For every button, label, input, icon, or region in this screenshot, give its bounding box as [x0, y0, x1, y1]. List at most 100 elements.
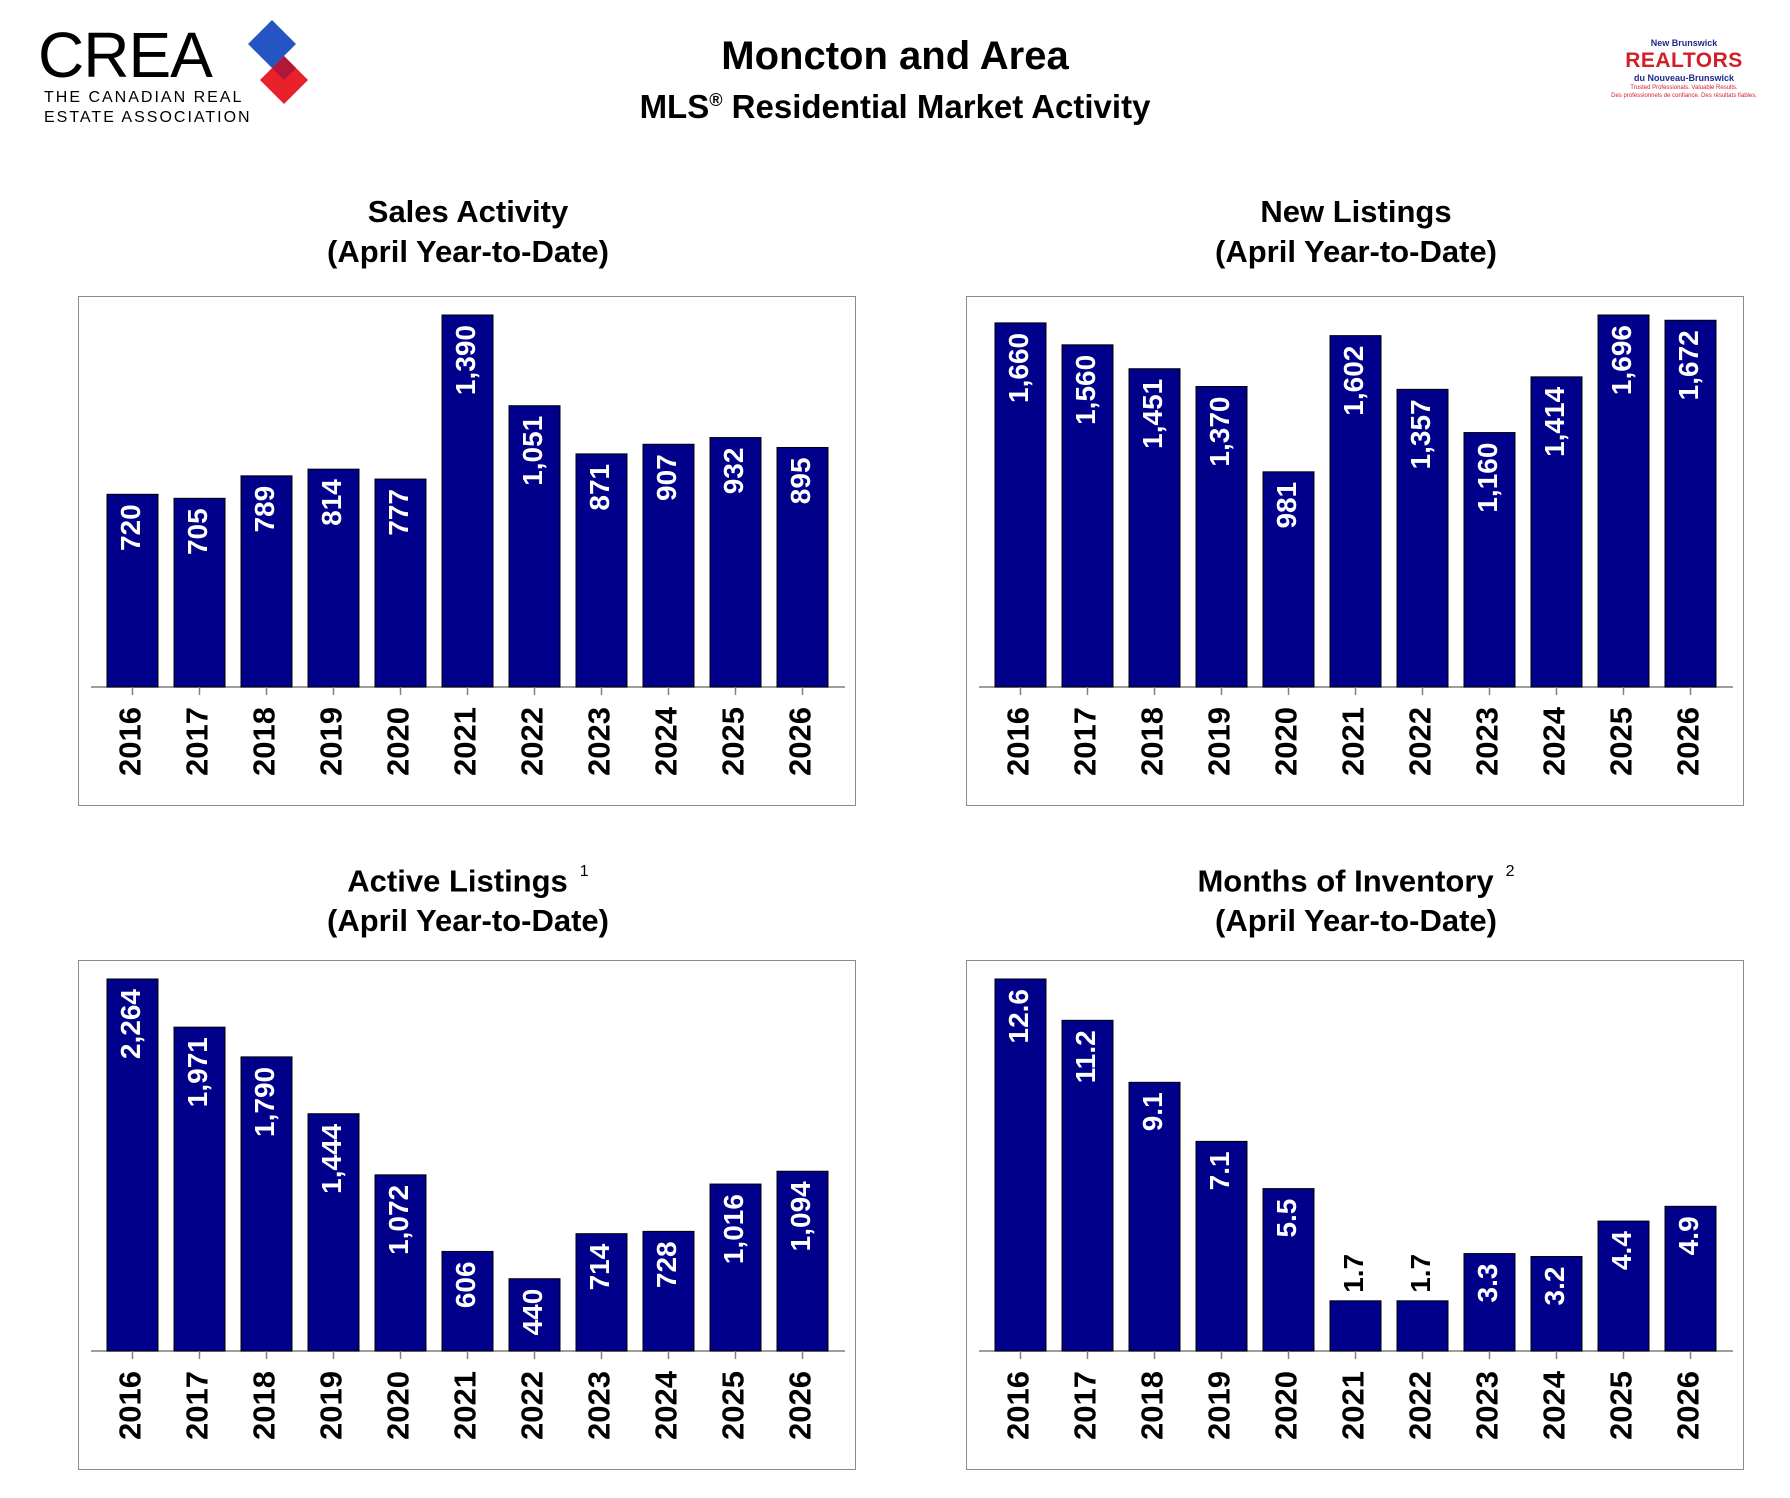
realtors-logo-sub: du Nouveau-Brunswick: [1633, 73, 1734, 83]
sales-bar-2017: [173, 497, 226, 688]
new-listings-subtitle: (April Year-to-Date): [1215, 234, 1497, 269]
active-listings-bar-2021: [441, 1250, 494, 1352]
sales-data-label-2026: 895: [785, 457, 816, 504]
new-listings-data-label-2017: 1,560: [1070, 355, 1101, 425]
realtors-logo-tag2: Des professionnels de confiance. Des rés…: [1611, 93, 1757, 99]
sales-tick-label-2022: 2022: [515, 707, 550, 776]
new-listings-tick-label-2016: 2016: [1001, 707, 1036, 776]
active-listings-bar-2025: [709, 1183, 762, 1352]
active-listings-data-label-2018: 1,790: [249, 1067, 280, 1137]
new-listings-bar-2022: [1396, 388, 1449, 688]
new-listings-chart-frame: 1,660 2016 1,560 2017 1,451 2018 1,370 2019 981 2…: [966, 296, 1744, 806]
new-listings-title: New Listings (April Year-to-Date): [966, 192, 1746, 272]
new-listings-tick-label-2017: 2017: [1068, 707, 1103, 776]
sales-activity-title-text: Sales Activity: [367, 194, 569, 229]
sales-tick-label-2019: 2019: [314, 707, 349, 776]
active-listings-bar-2020: [374, 1174, 427, 1352]
sales-bar-2020: [374, 478, 427, 688]
months-inventory-tick-label-2022: 2022: [1403, 1371, 1438, 1440]
active-listings-bar-2024: [642, 1230, 695, 1352]
sales-bar-2026: [776, 446, 829, 688]
active-listings-data-label-2024: 728: [651, 1241, 682, 1288]
active-listings-tick-label-2024: 2024: [649, 1370, 684, 1440]
months-inventory-chart-frame: 12.6 2016 11.2 2017 9.1 2018 7.1 2019 5.5 2020 1.7…: [966, 960, 1744, 1470]
months-inventory-bar-2024: [1530, 1256, 1583, 1352]
sales-data-label-2025: 932: [718, 448, 749, 495]
report-title: Moncton and Area: [721, 34, 1069, 78]
report-subtitle-suffix: Residential Market Activity: [722, 88, 1151, 125]
months-inventory-bar-2026: [1664, 1205, 1717, 1352]
months-inventory-data-label-2017: 11.2: [1070, 1030, 1101, 1083]
sales-data-label-2024: 907: [651, 454, 682, 501]
new-listings-tick-label-2022: 2022: [1403, 707, 1438, 776]
months-inventory-bar-2018: [1128, 1081, 1181, 1352]
active-listings-bar-2026: [776, 1170, 829, 1352]
active-listings-bar-2019: [307, 1113, 360, 1352]
months-inventory-subtitle: (April Year-to-Date): [1215, 903, 1497, 939]
months-inventory-data-label-2021: 1.7: [1338, 1254, 1369, 1293]
active-listings-tick-label-2017: 2017: [180, 1371, 215, 1440]
active-listings-data-label-2026: 1,094: [785, 1181, 816, 1251]
sales-activity-chart-frame: 720 2016 705 2017 789 2018 814 2019 777 2020 1,390…: [78, 296, 856, 806]
active-listings-tick-label-2016: 2016: [113, 1371, 148, 1440]
new-listings-data-label-2016: 1,660: [1003, 333, 1034, 403]
months-inventory-tick-label-2026: 2026: [1671, 1371, 1706, 1440]
months-inventory-title-text: Months of Inventory: [1197, 863, 1494, 899]
sales-data-label-2021: 1,390: [450, 325, 481, 395]
sales-activity-subtitle: (April Year-to-Date): [327, 234, 609, 269]
sales-tick-label-2023: 2023: [582, 707, 617, 776]
months-inventory-bar-2023: [1463, 1253, 1516, 1352]
crea-tagline-line2: ESTATE ASSOCIATION: [44, 109, 252, 126]
active-listings-data-label-2017: 1,971: [182, 1037, 213, 1107]
months-inventory-bar-2020: [1262, 1188, 1315, 1352]
active-listings-tick-label-2020: 2020: [381, 1371, 416, 1440]
sales-data-label-2017: 705: [182, 508, 213, 555]
realtors-logo-top: New Brunswick: [1650, 38, 1718, 48]
new-listings-data-label-2022: 1,357: [1405, 399, 1436, 469]
months-inventory-bar-2016: [994, 978, 1047, 1352]
new-listings-data-label-2019: 1,370: [1204, 397, 1235, 467]
active-listings-tick-label-2021: 2021: [448, 1371, 483, 1440]
active-listings-subtitle: (April Year-to-Date): [327, 903, 609, 939]
new-listings-tick-label-2020: 2020: [1269, 707, 1304, 776]
months-inventory-tick-label-2025: 2025: [1604, 1371, 1639, 1440]
months-inventory-tick-label-2019: 2019: [1202, 1371, 1237, 1440]
sales-activity-title: Sales Activity (April Year-to-Date): [78, 192, 858, 272]
sales-data-label-2019: 814: [316, 479, 347, 526]
months-inventory-data-label-2024: 3.2: [1539, 1267, 1570, 1306]
sales-bar-2024: [642, 443, 695, 688]
months-inventory-footnote: 2: [1505, 863, 1515, 880]
active-listings-tick-label-2022: 2022: [515, 1371, 550, 1440]
new-listings-tick-label-2023: 2023: [1470, 707, 1505, 776]
new-listings-tick-label-2024: 2024: [1537, 706, 1572, 776]
months-inventory-data-label-2026: 4.9: [1673, 1216, 1704, 1255]
new-listings-data-label-2026: 1,672: [1673, 330, 1704, 400]
crea-logo: CREA THE CANADIAN REAL ESTATE ASSOCIATIO…: [38, 20, 318, 130]
new-listings-bar-2020: [1262, 471, 1315, 688]
active-listings-data-label-2021: 606: [450, 1261, 481, 1308]
active-listings-data-label-2022: 440: [517, 1289, 548, 1336]
new-listings-tick-label-2019: 2019: [1202, 707, 1237, 776]
new-listings-chart: 1,660 2016 1,560 2017 1,451 2018 1,370 2019 981 2…: [979, 314, 1733, 776]
months-inventory-bar-2025: [1597, 1220, 1650, 1352]
active-listings-tick-label-2025: 2025: [716, 1371, 751, 1440]
sales-data-label-2018: 789: [249, 486, 280, 533]
sales-bar-2016: [106, 493, 159, 688]
sales-data-label-2023: 871: [584, 464, 615, 511]
sales-bar-2018: [240, 475, 293, 688]
months-inventory-tick-label-2016: 2016: [1001, 1371, 1036, 1440]
active-listings-title-text: Active Listings: [347, 863, 568, 899]
active-listings-bar-2023: [575, 1233, 628, 1352]
new-listings-bar-2021: [1329, 335, 1382, 688]
report-subtitle-prefix: MLS: [639, 88, 710, 125]
new-listings-data-label-2023: 1,160: [1472, 443, 1503, 513]
sales-data-label-2020: 777: [383, 489, 414, 536]
new-listings-tick-label-2021: 2021: [1336, 707, 1371, 776]
active-listings-data-label-2020: 1,072: [383, 1185, 414, 1255]
new-listings-bar-2019: [1195, 386, 1248, 688]
new-listings-data-label-2018: 1,451: [1137, 379, 1168, 449]
new-listings-bar-2016: [994, 322, 1047, 688]
sales-tick-label-2018: 2018: [247, 707, 282, 776]
new-listings-tick-label-2018: 2018: [1135, 707, 1170, 776]
sales-data-label-2022: 1,051: [517, 416, 548, 486]
